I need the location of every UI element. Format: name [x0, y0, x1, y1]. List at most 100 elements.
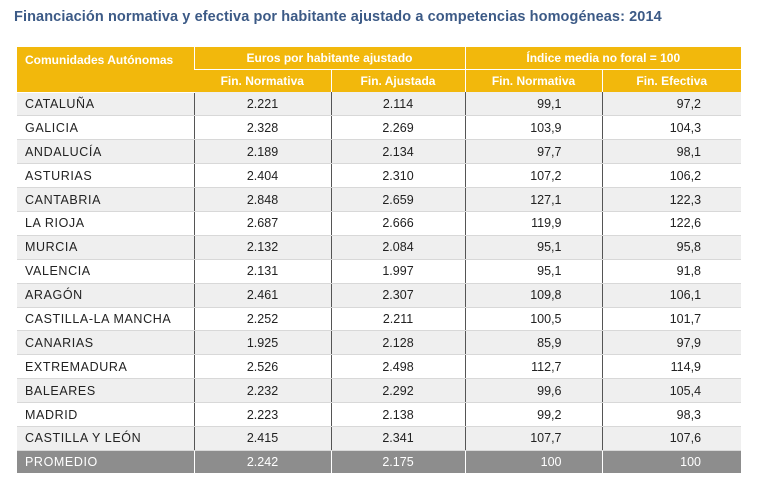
average-index-normativa: 100 — [464, 450, 602, 473]
fin-ajustada-cell: 2.659 — [330, 187, 465, 212]
index-normativa-cell: 107,2 — [464, 163, 602, 189]
fin-ajustada-cell: 1.997 — [330, 259, 465, 284]
table-row: ARAGÓN 2.461 2.307 109,8 106,1 — [17, 283, 742, 308]
region-cell: EXTREMADURA — [17, 354, 194, 380]
index-efectiva-cell: 98,3 — [601, 402, 742, 427]
group-header-index: Índice media no foral = 100 — [464, 47, 742, 70]
fin-ajustada-cell: 2.134 — [330, 139, 465, 165]
average-label: PROMEDIO — [17, 450, 194, 473]
index-normativa-cell: 107,7 — [464, 426, 602, 451]
fin-ajustada-cell: 2.211 — [330, 307, 465, 332]
fin-normativa-cell: 2.415 — [193, 426, 331, 451]
index-efectiva-cell: 105,4 — [601, 378, 742, 404]
table-row: CATALUÑA 2.221 2.114 99,1 97,2 — [17, 92, 742, 117]
index-normativa-cell: 99,2 — [464, 402, 602, 427]
table-row: CASTILLA-LA MANCHA 2.252 2.211 100,5 101,7 — [17, 307, 742, 332]
table-row: MURCIA 2.132 2.084 95,1 95,8 — [17, 235, 742, 260]
fin-ajustada-cell: 2.128 — [330, 330, 465, 356]
fin-normativa-cell: 1.925 — [193, 330, 331, 356]
table-row: LA RIOJA 2.687 2.666 119,9 122,6 — [17, 211, 742, 236]
index-normativa-cell: 100,5 — [464, 307, 602, 332]
index-efectiva-cell: 104,3 — [601, 115, 742, 141]
index-efectiva-cell: 97,2 — [601, 92, 742, 117]
region-cell: ARAGÓN — [17, 283, 194, 308]
fin-ajustada-cell: 2.114 — [330, 92, 465, 117]
fin-normativa-cell: 2.132 — [193, 235, 331, 260]
table-row: ANDALUCÍA 2.189 2.134 97,7 98,1 — [17, 139, 742, 165]
index-efectiva-cell: 122,6 — [601, 211, 742, 236]
column-header-fin-normativa: Fin. Normativa — [194, 69, 331, 92]
region-cell: LA RIOJA — [17, 211, 194, 236]
fin-normativa-cell: 2.526 — [193, 354, 331, 380]
average-fin-ajustada: 2.175 — [330, 450, 465, 473]
fin-normativa-cell: 2.221 — [193, 92, 331, 117]
fin-ajustada-cell: 2.084 — [330, 235, 465, 260]
index-normativa-cell: 127,1 — [464, 187, 602, 212]
fin-ajustada-cell: 2.310 — [330, 163, 465, 189]
region-cell: CANTABRIA — [17, 187, 194, 212]
table-row: VALENCIA 2.131 1.997 95,1 91,8 — [17, 259, 742, 284]
index-normativa-cell: 95,1 — [464, 235, 602, 260]
index-normativa-cell: 112,7 — [464, 354, 602, 380]
column-header-index-efectiva: Fin. Efectiva — [601, 69, 742, 92]
table-row: ASTURIAS 2.404 2.310 107,2 106,2 — [17, 163, 742, 189]
region-cell: VALENCIA — [17, 259, 194, 284]
index-normativa-cell: 99,1 — [464, 92, 602, 117]
group-header-euros: Euros por habitante ajustado — [193, 47, 465, 70]
fin-normativa-cell: 2.189 — [193, 139, 331, 165]
region-cell: CANARIAS — [17, 330, 194, 356]
fin-normativa-cell: 2.328 — [193, 115, 331, 141]
fin-normativa-cell: 2.252 — [193, 307, 331, 332]
average-fin-normativa: 2.242 — [193, 450, 331, 473]
table-header: Comunidades Autónomas Euros por habitant… — [17, 47, 742, 93]
region-cell: GALICIA — [17, 115, 194, 141]
column-header-fin-ajustada: Fin. Ajustada — [330, 69, 465, 92]
table-footer: PROMEDIO 2.242 2.175 100 100 — [17, 450, 742, 473]
fin-normativa-cell: 2.223 — [193, 402, 331, 427]
index-efectiva-cell: 97,9 — [601, 330, 742, 356]
index-efectiva-cell: 98,1 — [601, 139, 742, 165]
index-normativa-cell: 99,6 — [464, 378, 602, 404]
table-body: CATALUÑA 2.221 2.114 99,1 97,2 GALICIA 2.328 2.… — [17, 92, 742, 451]
index-normativa-cell: 109,8 — [464, 283, 602, 308]
index-normativa-cell: 97,7 — [464, 139, 602, 165]
region-cell: CASTILLA-LA MANCHA — [17, 307, 194, 332]
table-row: CASTILLA Y LEÓN 2.415 2.341 107,7 107,6 — [17, 426, 742, 451]
table-row: BALEARES 2.232 2.292 99,6 105,4 — [17, 378, 742, 404]
average-index-efectiva: 100 — [601, 450, 742, 473]
financing-table: Comunidades Autónomas Euros por habitant… — [17, 47, 742, 473]
fin-normativa-cell: 2.848 — [193, 187, 331, 212]
region-cell: MURCIA — [17, 235, 194, 260]
table-row: MADRID 2.223 2.138 99,2 98,3 — [17, 402, 742, 427]
index-efectiva-cell: 122,3 — [601, 187, 742, 212]
fin-normativa-cell: 2.232 — [193, 378, 331, 404]
table-row: GALICIA 2.328 2.269 103,9 104,3 — [17, 115, 742, 141]
index-efectiva-cell: 91,8 — [601, 259, 742, 284]
table-row: CANARIAS 1.925 2.128 85,9 97,9 — [17, 330, 742, 356]
region-cell: BALEARES — [17, 378, 194, 404]
fin-ajustada-cell: 2.307 — [330, 283, 465, 308]
fin-ajustada-cell: 2.269 — [330, 115, 465, 141]
fin-ajustada-cell: 2.498 — [330, 354, 465, 380]
region-cell: CATALUÑA — [17, 92, 194, 117]
index-efectiva-cell: 114,9 — [601, 354, 742, 380]
region-cell: ASTURIAS — [17, 163, 194, 189]
fin-ajustada-cell: 2.666 — [330, 211, 465, 236]
table-row: EXTREMADURA 2.526 2.498 112,7 114,9 — [17, 354, 742, 380]
fin-normativa-cell: 2.404 — [193, 163, 331, 189]
fin-normativa-cell: 2.687 — [193, 211, 331, 236]
table-title: Financiación normativa y efectiva por ha… — [14, 9, 662, 25]
index-normativa-cell: 85,9 — [464, 330, 602, 356]
column-header-index-normativa: Fin. Normativa — [464, 69, 602, 92]
average-row: PROMEDIO 2.242 2.175 100 100 — [17, 450, 742, 473]
fin-normativa-cell: 2.131 — [193, 259, 331, 284]
index-normativa-cell: 95,1 — [464, 259, 602, 284]
fin-ajustada-cell: 2.292 — [330, 378, 465, 404]
index-efectiva-cell: 95,8 — [601, 235, 742, 260]
table-row: CANTABRIA 2.848 2.659 127,1 122,3 — [17, 187, 742, 212]
fin-ajustada-cell: 2.138 — [330, 402, 465, 427]
index-efectiva-cell: 107,6 — [601, 426, 742, 451]
index-efectiva-cell: 101,7 — [601, 307, 742, 332]
region-cell: MADRID — [17, 402, 194, 427]
index-efectiva-cell: 106,2 — [601, 163, 742, 189]
